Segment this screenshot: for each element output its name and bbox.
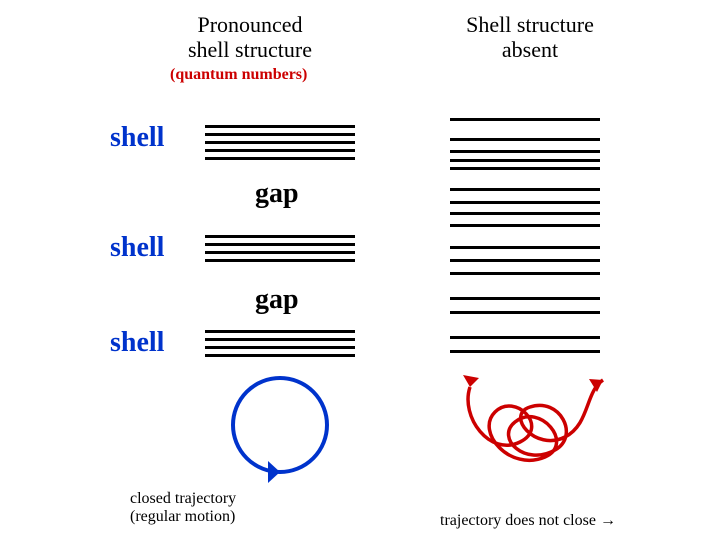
left-title: Pronouncedshell structure [150,12,350,63]
energy-level-line [205,259,355,262]
subtitle: (quantum numbers) [170,66,307,84]
energy-level-line [205,330,355,333]
energy-level-line [205,157,355,160]
energy-level-line [450,201,600,204]
energy-level-line [450,212,600,215]
closed-caption-l2: (regular motion) [130,508,236,526]
energy-level-line [450,159,600,162]
energy-level-line [450,188,600,191]
energy-level-line [450,246,600,249]
energy-level-line [450,138,600,141]
energy-level-line [205,133,355,136]
energy-level-line [205,354,355,357]
closed-trajectory-icon [220,365,340,485]
left-title-l1: Pronouncedshell structure [188,12,312,62]
energy-level-line [205,141,355,144]
gap-label-1: gap [255,178,299,210]
shell-label-1: shell [110,122,164,154]
energy-level-line [205,346,355,349]
energy-level-line [450,167,600,170]
energy-level-line [205,235,355,238]
energy-level-line [205,149,355,152]
energy-level-line [450,259,600,262]
closed-caption-l1: closed trajectory [130,490,236,508]
energy-level-line [450,350,600,353]
energy-level-line [205,125,355,128]
energy-level-line [450,272,600,275]
energy-level-line [450,224,600,227]
closed-caption: closed trajectory (regular motion) [130,490,236,526]
energy-level-line [450,150,600,153]
energy-level-line [205,338,355,341]
shell-label-2: shell [110,232,164,264]
open-caption: trajectory does not close → [440,512,616,530]
energy-level-line [450,297,600,300]
energy-level-line [450,118,600,121]
shell-label-3: shell [110,327,164,359]
energy-level-line [205,243,355,246]
open-trajectory-icon [455,362,615,492]
energy-level-line [450,336,600,339]
energy-level-line [450,311,600,314]
energy-level-line [205,251,355,254]
right-title-l1: Shell structureabsent [466,12,594,62]
gap-label-2: gap [255,284,299,316]
right-title: Shell structureabsent [430,12,630,63]
